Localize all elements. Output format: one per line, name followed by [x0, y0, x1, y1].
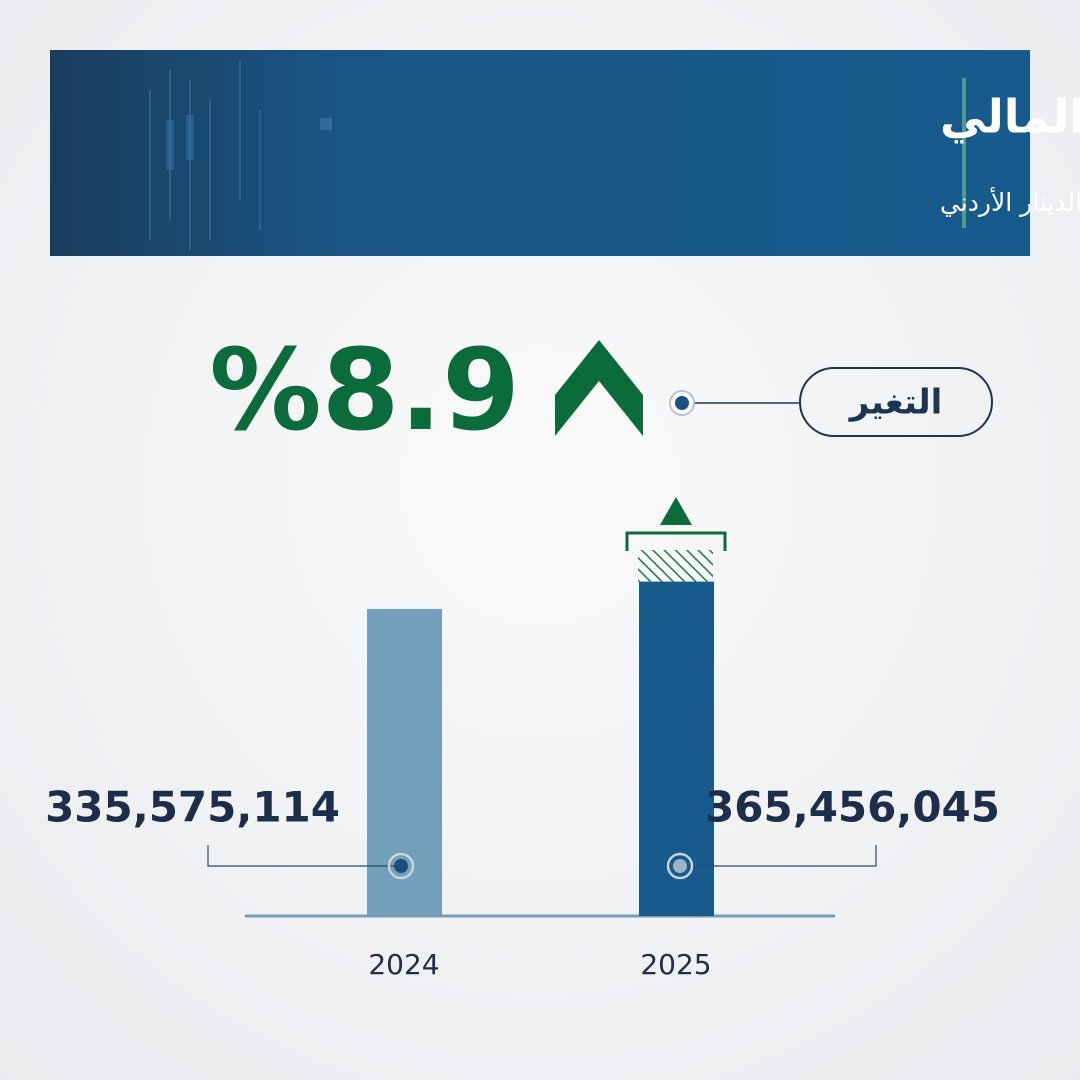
increase-arrow: [660, 497, 692, 525]
header-decoration: [149, 60, 332, 250]
increase-bracket: [625, 531, 727, 551]
increase-hatch: [638, 550, 713, 582]
change-dot: [675, 396, 689, 410]
change-label: التغير: [848, 383, 943, 423]
x-tick-label: 2025: [640, 948, 711, 981]
change-pill: [799, 367, 993, 437]
x-tick-label: 2024: [368, 948, 439, 981]
up-chevrons: [555, 340, 643, 436]
leader-line: [680, 845, 877, 867]
leader-dot-ring: [387, 852, 415, 880]
change-value: %8.9: [209, 326, 520, 456]
value-label: 335,575,114: [45, 783, 340, 832]
leader-dot: [673, 859, 687, 873]
value-label: 365,456,045: [705, 783, 1000, 832]
header-band: [50, 50, 1030, 256]
subtitle: صافي الربح بعد الضريبة (مساهمي الشركة) ب…: [940, 186, 1080, 218]
title: القطاع المالي: [940, 90, 1080, 144]
leader-dot: [394, 859, 408, 873]
leader-dot-ring: [666, 852, 694, 880]
leader-line: [207, 845, 401, 867]
